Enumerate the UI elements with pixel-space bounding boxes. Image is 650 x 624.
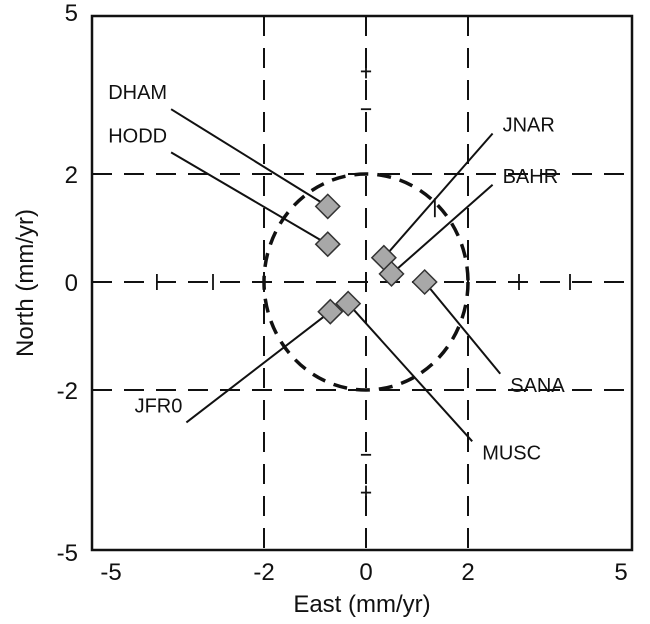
label-musc: MUSC (482, 442, 541, 464)
leader-line-hodd (170, 151, 329, 246)
y-tick-label: 5 (65, 0, 78, 27)
leader-line-musc (347, 302, 473, 442)
leader-line-sana (423, 281, 502, 375)
label-hodd: HODD (108, 125, 167, 147)
leader-line-dham (170, 108, 329, 208)
y-tick-label: 0 (65, 270, 78, 297)
y-tick-label: -5 (57, 540, 78, 567)
y-axis-title: North (mm/yr) (12, 209, 39, 357)
x-tick-label: 5 (614, 559, 627, 586)
leader-line-jfr0 (185, 310, 331, 424)
point-bahr (378, 260, 405, 287)
error-bars (155, 64, 571, 500)
data-points (314, 193, 438, 325)
leader-line-bahr (390, 184, 494, 275)
y-tick-label: 2 (65, 162, 78, 189)
label-jnar: JNAR (503, 115, 555, 137)
label-dham: DHAM (108, 82, 167, 104)
x-tick-label: 2 (461, 559, 474, 586)
point-sana (411, 268, 438, 296)
leader-line-jnar (383, 132, 494, 259)
label-jfr0: JFR0 (135, 395, 183, 417)
reference-circle (262, 172, 470, 392)
x-tick-label: -2 (253, 559, 274, 586)
label-bahr: BAHR (503, 166, 559, 188)
point-musc (335, 290, 362, 317)
x-axis-title: East (mm/yr) (293, 591, 430, 618)
tick-labels: -5 -2 0 2 5 5 2 0 -2 -5 (57, 0, 628, 586)
y-tick-label: -2 (57, 378, 78, 405)
reference-lines (92, 16, 632, 550)
x-tick-label: 0 (359, 559, 372, 586)
point-jfr0 (317, 298, 344, 325)
x-tick-label: -5 (100, 559, 121, 586)
label-sana: SANA (510, 375, 565, 397)
point-hodd (314, 231, 341, 258)
plot-frame (90, 14, 634, 552)
point-dham (314, 193, 341, 220)
leader-lines (170, 108, 502, 442)
station-labels: DHAM HODD JNAR BAHR SANA JFR0 MUSC (108, 82, 565, 464)
